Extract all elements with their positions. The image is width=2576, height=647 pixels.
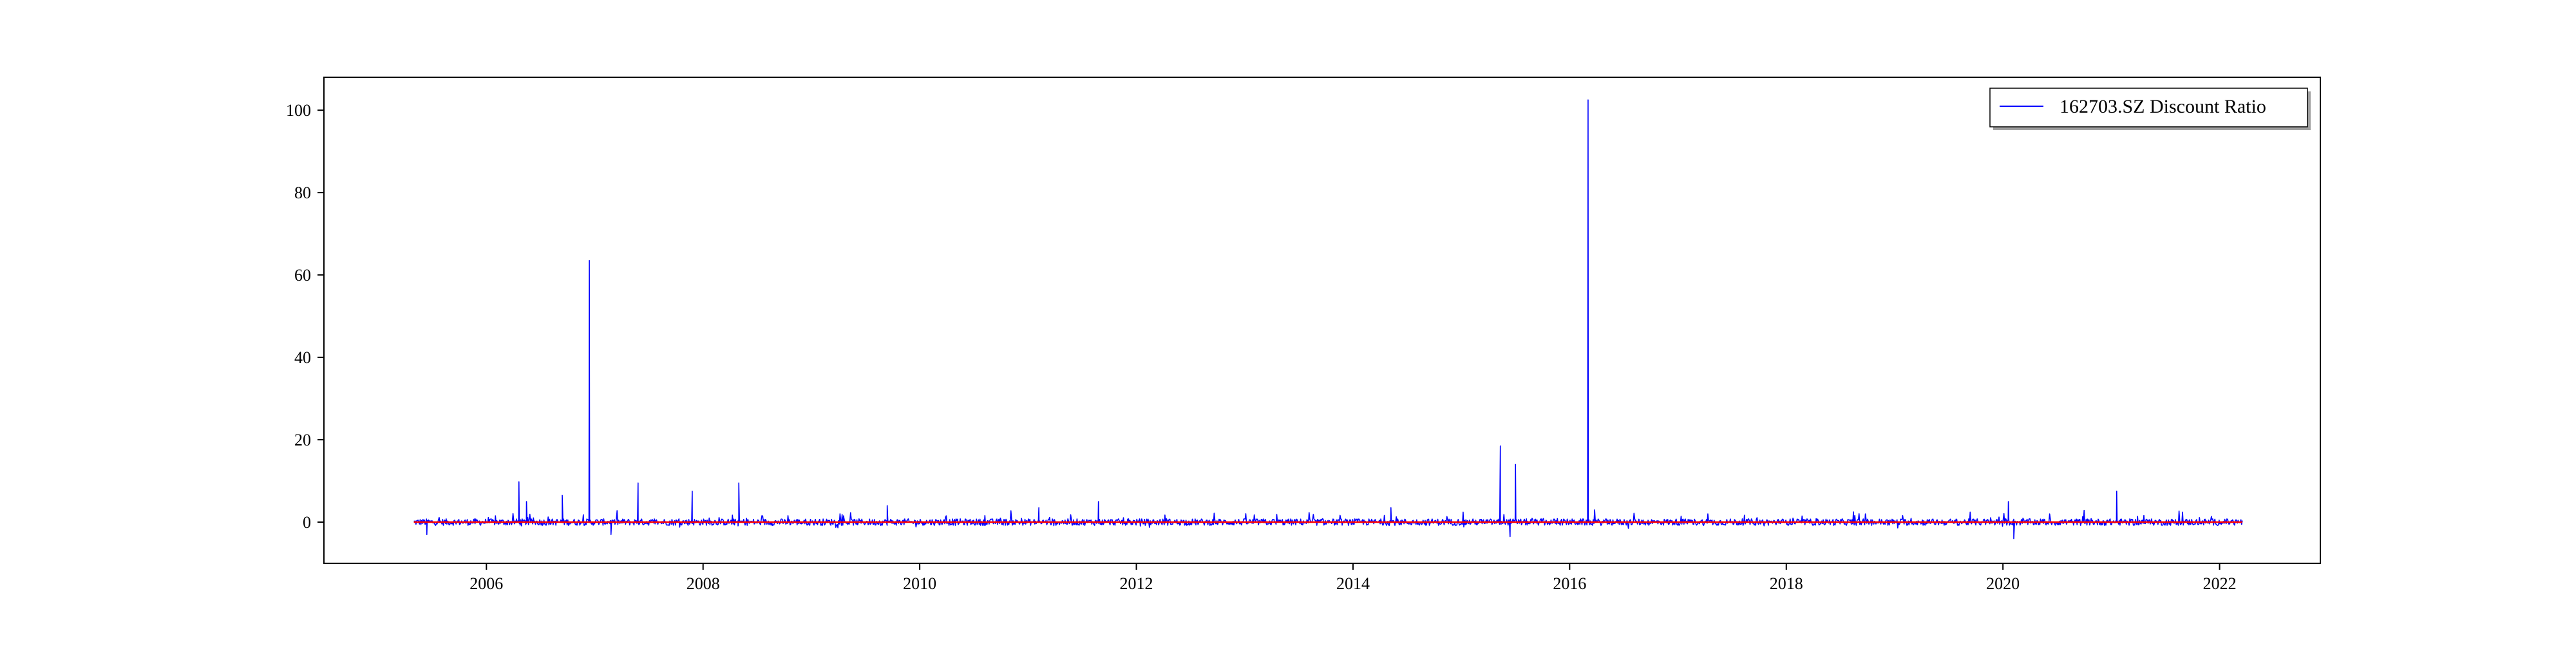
y-tick-label: 20 <box>294 431 311 449</box>
x-tick-label: 2012 <box>1120 574 1153 593</box>
x-tick-label: 2018 <box>1770 574 1803 593</box>
legend: 162703.SZ Discount Ratio <box>1989 88 2311 130</box>
x-tick-label: 2006 <box>469 574 503 593</box>
x-tick-label: 2010 <box>903 574 936 593</box>
legend-box <box>1989 88 2308 127</box>
x-tick-label: 2016 <box>1553 574 1586 593</box>
x-tick-label: 2014 <box>1336 574 1370 593</box>
data-layer <box>413 99 2243 539</box>
plot-frame <box>323 77 2321 564</box>
y-tick-label: 0 <box>303 513 311 532</box>
x-tick-label: 2022 <box>2203 574 2237 593</box>
series-line-discount-ratio <box>413 99 2243 539</box>
y-tick-label: 40 <box>294 348 311 367</box>
axes-layer: 2006 2008 2010 2012 2014 2016 2018 2020 2022 0 20 4… <box>286 77 2321 593</box>
x-tick-label: 2020 <box>1986 574 2020 593</box>
y-tick-label: 100 <box>286 101 311 120</box>
x-tick-label: 2008 <box>687 574 720 593</box>
legend-label: 162703.SZ Discount Ratio <box>2060 96 2266 117</box>
y-tick-label: 80 <box>294 183 311 202</box>
y-tick-label: 60 <box>294 266 311 285</box>
